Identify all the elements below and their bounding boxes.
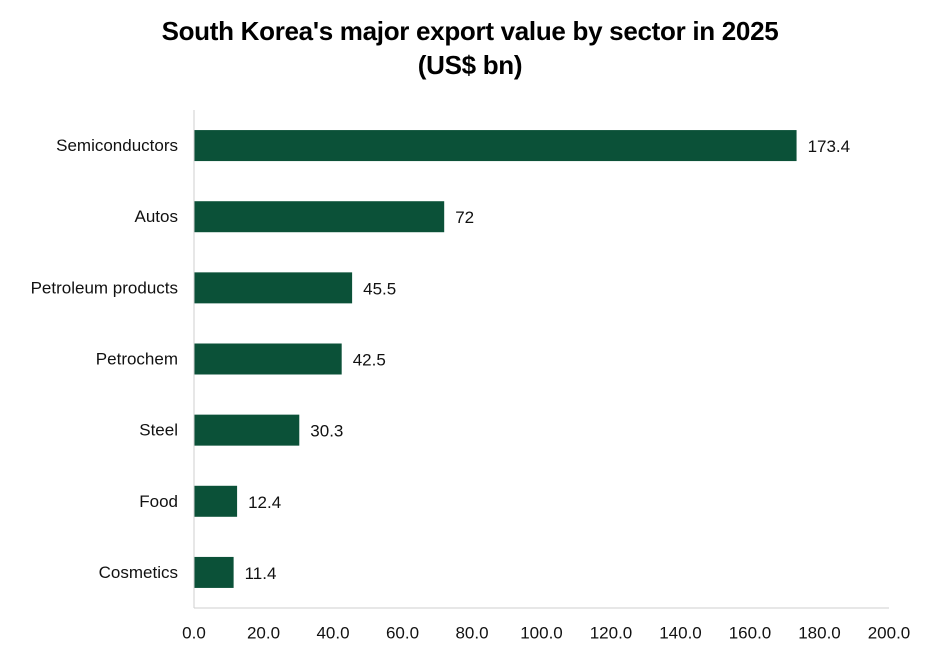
x-tick-label: 200.0 [868, 624, 911, 643]
x-tick-label: 0.0 [182, 624, 206, 643]
data-label: 30.3 [310, 422, 343, 441]
data-label: 12.4 [248, 493, 281, 512]
x-tick-label: 120.0 [590, 624, 633, 643]
data-label: 11.4 [245, 564, 277, 583]
category-label: Petroleum products [31, 278, 178, 297]
category-label: Petrochem [96, 350, 178, 369]
x-tick-label: 40.0 [316, 624, 349, 643]
chart-subtitle: (US$ bn) [417, 50, 523, 80]
category-label: Steel [139, 421, 178, 440]
data-label: 45.5 [363, 279, 396, 298]
category-label: Cosmetics [99, 563, 178, 582]
chart-title: South Korea's major export value by sect… [161, 16, 779, 46]
x-tick-label: 180.0 [798, 624, 841, 643]
x-tick-label: 100.0 [520, 624, 563, 643]
data-label: 42.5 [353, 351, 386, 370]
bar-steel [194, 414, 300, 446]
category-label: Semiconductors [56, 136, 178, 155]
bar-semiconductors [194, 130, 797, 162]
category-label: Food [139, 492, 178, 511]
chart-title-block: South Korea's major export value by sect… [0, 14, 940, 82]
bar-food [194, 485, 238, 517]
category-label: Autos [135, 207, 178, 226]
x-tick-label: 160.0 [729, 624, 772, 643]
bar-petroleum-products [194, 272, 353, 304]
x-tick-label: 20.0 [247, 624, 280, 643]
bar-autos [194, 201, 445, 233]
data-label: 72 [455, 208, 474, 227]
x-tick-label: 60.0 [386, 624, 419, 643]
x-tick-label: 140.0 [659, 624, 702, 643]
bar-petrochem [194, 343, 342, 375]
data-label: 173.4 [808, 137, 851, 156]
bar-cosmetics [194, 556, 234, 588]
x-tick-label: 80.0 [455, 624, 488, 643]
